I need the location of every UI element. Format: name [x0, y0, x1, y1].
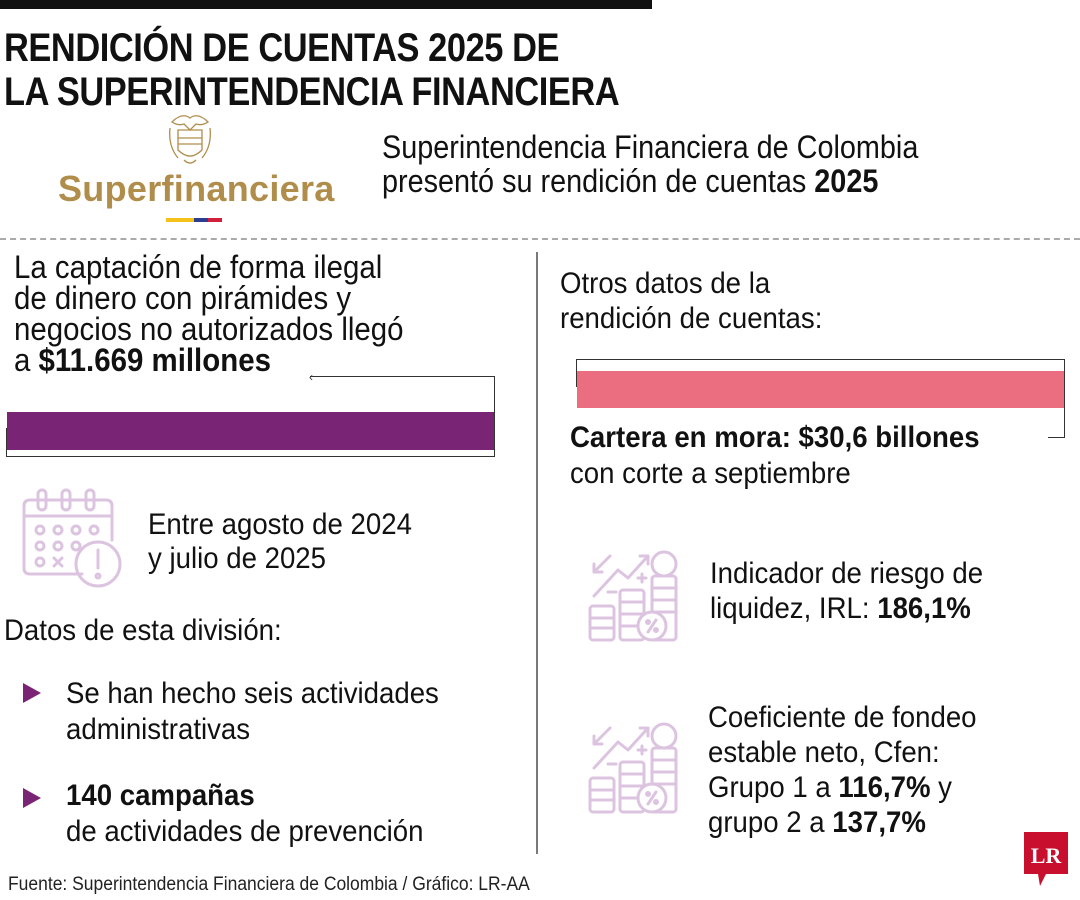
- page-title: RENDICIÓN DE CUENTAS 2025 DE LA SUPERINT…: [4, 26, 620, 114]
- colombia-flag-stripe: [166, 218, 222, 222]
- other-data-title: Otros datos de la rendición de cuentas:: [560, 266, 822, 336]
- intro-year: 2025: [814, 163, 879, 199]
- overdue-portfolio-note: con corte a septiembre: [570, 457, 851, 490]
- irl-line-1: Indicador de riesgo de: [710, 557, 984, 590]
- title-line-2: LA SUPERINTENDENCIA FINANCIERA: [4, 70, 620, 114]
- title-line-1: RENDICIÓN DE CUENTAS 2025 DE: [4, 26, 560, 70]
- lr-brand-logo: LR: [1024, 832, 1068, 886]
- list-item-line-2: de actividades de prevención: [66, 815, 424, 848]
- superfinanciera-logo: Superfinanciera: [58, 110, 334, 225]
- illegal-capture-text: La captación de forma ilegal de dinero c…: [14, 249, 404, 378]
- calendar-alert-icon: [22, 488, 122, 588]
- lead-line-3: negocios no autorizados llegó: [14, 311, 404, 347]
- cfen-group-1-label: Grupo 1 a: [708, 771, 839, 804]
- bullet-triangle-icon: [23, 683, 41, 703]
- cfen-group-2-value: 137,7%: [832, 806, 926, 839]
- top-rule: [0, 0, 652, 9]
- intro-line-1: Superintendencia Financiera de Colombia: [382, 129, 919, 165]
- dashed-divider: [0, 238, 1080, 240]
- irl-label: liquidez, IRL:: [710, 592, 878, 625]
- overdue-portfolio-amount: Cartera en mora: $30,6 billones: [570, 421, 980, 454]
- irl-line-2: liquidez, IRL: 186,1%: [710, 591, 983, 626]
- intro-line-2: presentó su rendición de cuentas 2025: [382, 164, 918, 198]
- callout-bracket-left: [576, 359, 577, 387]
- cfen-conjunction: y: [930, 771, 952, 804]
- period-line-2: y julio de 2025: [148, 542, 327, 575]
- colombia-coat-of-arms-icon: [169, 115, 211, 164]
- overdue-portfolio-bar: [577, 371, 1064, 408]
- other-data-title-line-2: rendición de cuentas:: [560, 302, 823, 335]
- liquidity-risk-indicator: Indicador de riesgo de liquidez, IRL: 18…: [710, 556, 983, 626]
- list-item: 140 campañas de actividades de prevenció…: [66, 778, 424, 850]
- cfen-group-1: Grupo 1 a 116,7% y: [708, 770, 977, 805]
- callout-bracket-left: [6, 428, 7, 456]
- list-item-line-1: Se han hecho seis actividades: [66, 677, 439, 710]
- lead-prefix: a: [14, 342, 39, 378]
- campaigns-count: 140 campañas: [66, 779, 255, 812]
- list-item: Se han hecho seis actividades administra…: [66, 676, 439, 748]
- arrow-left-icon: ‹: [309, 370, 313, 384]
- lead-line-4: a $11.669 millones: [14, 342, 404, 378]
- callout-bracket: [6, 376, 495, 457]
- cfen-group-2: grupo 2 a 137,7%: [708, 805, 977, 840]
- division-section-title: Datos de esta división:: [4, 614, 282, 647]
- illegal-capture-amount: $11.669 millones: [38, 342, 271, 378]
- flag-yellow: [166, 218, 194, 222]
- source-credit: Fuente: Superintendencia Financiera de C…: [8, 874, 530, 895]
- cfen-group-2-label: grupo 2 a: [708, 806, 833, 839]
- net-stable-funding-ratio: Coeficiente de fondeo estable neto, Cfen…: [708, 700, 977, 840]
- bullet-triangle-icon: [23, 788, 41, 808]
- finance-coins-chart-icon: [588, 722, 678, 814]
- cfen-line-1: Coeficiente de fondeo: [708, 701, 977, 734]
- intro-line-2-text: presentó su rendición de cuentas: [382, 163, 815, 199]
- callout-arrow-line: [310, 376, 494, 377]
- cfen-group-1-value: 116,7%: [838, 771, 931, 804]
- logo-wordmark: Superfinanciera: [58, 168, 335, 209]
- period-line-1: Entre agosto de 2024: [148, 508, 412, 541]
- intro-text: Superintendencia Financiera de Colombia …: [382, 130, 918, 198]
- column-divider: [536, 252, 538, 854]
- lead-line-2: de dinero con pirámides y: [14, 280, 352, 316]
- lead-line-1: La captación de forma ilegal: [14, 249, 383, 285]
- irl-value: 186,1%: [877, 592, 971, 625]
- cfen-line-2: estable neto, Cfen:: [708, 736, 940, 769]
- flag-red: [208, 218, 222, 222]
- list-item-line-2: administrativas: [66, 713, 251, 746]
- flag-blue: [194, 218, 208, 222]
- other-data-title-line-1: Otros datos de la: [560, 267, 771, 300]
- illegal-capture-bar: [7, 412, 494, 450]
- period-text: Entre agosto de 2024 y julio de 2025: [148, 508, 412, 576]
- finance-coins-chart-icon: [588, 550, 678, 642]
- lr-brand-text: LR: [1031, 843, 1063, 868]
- callout-bracket: [576, 359, 1065, 438]
- callout-arrow-line: [1048, 437, 1064, 438]
